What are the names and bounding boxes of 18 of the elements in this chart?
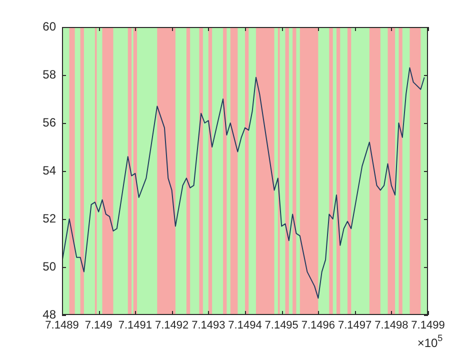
y-tick-label: 54 [42, 163, 56, 178]
x-tick-label: 7.149 [84, 320, 112, 332]
y-tick-label: 48 [42, 307, 56, 322]
y-tick-label: 58 [42, 67, 56, 82]
x-tick-label: 7.1497 [338, 320, 372, 332]
x-tick-label: 7.1493 [192, 320, 226, 332]
x-tick-label: 7.1499 [411, 320, 445, 332]
x-tick-label: 7.1496 [301, 320, 336, 332]
x-tick-label: 7.1489 [45, 320, 79, 332]
y-tick-label: 50 [42, 259, 56, 274]
y-tick-label: 52 [42, 211, 56, 226]
x-tick-label: 7.1494 [228, 320, 262, 332]
x-tick-label: 7.1495 [264, 320, 298, 332]
y-tick-label: 60 [42, 19, 56, 34]
x-tick-label: 7.1492 [154, 320, 189, 332]
y-tick-label: 56 [42, 115, 56, 130]
x-tick-label: 7.1498 [374, 320, 408, 332]
x-tick-label: 7.1491 [118, 320, 152, 332]
